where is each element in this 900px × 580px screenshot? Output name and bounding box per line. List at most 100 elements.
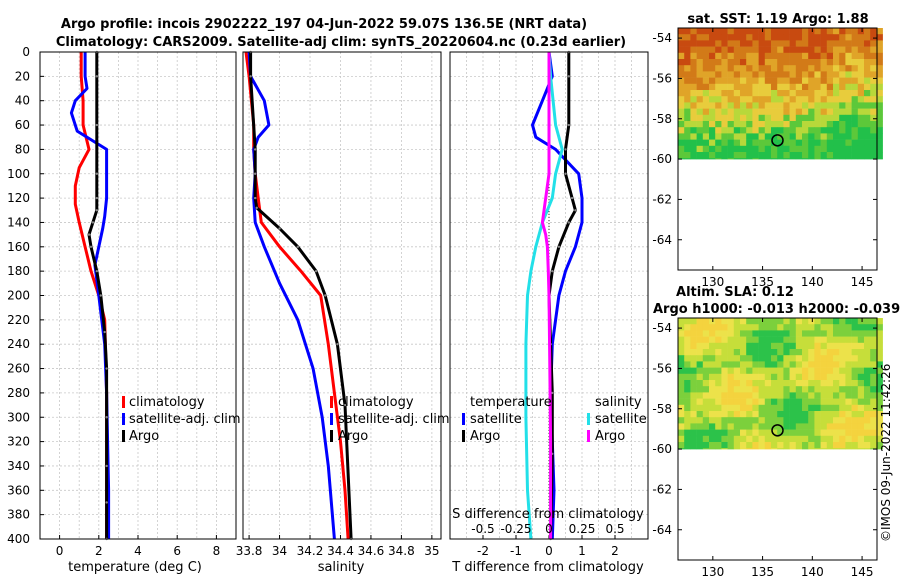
map-cell — [764, 145, 772, 153]
map-cell — [740, 355, 747, 362]
map-cell — [721, 77, 728, 85]
map-cell — [696, 65, 704, 72]
map-cell — [870, 77, 877, 85]
map-cell — [690, 330, 697, 337]
map-cell — [702, 114, 710, 122]
map-cell — [764, 71, 772, 78]
map-cell — [684, 121, 691, 128]
y-tick-label: 40 — [15, 94, 30, 108]
map-cell — [870, 108, 877, 116]
difference-xlabel: T difference from climatology — [451, 560, 644, 575]
map-cell — [851, 52, 859, 60]
map-cell — [678, 52, 685, 60]
map-cell — [727, 318, 735, 325]
map-cell — [758, 411, 766, 418]
map-cell — [795, 65, 803, 72]
map-cell — [783, 448, 790, 450]
map-cell — [826, 318, 834, 325]
map-cell — [715, 34, 722, 41]
map-cell — [721, 121, 728, 128]
map-cell — [833, 349, 840, 356]
temperature-legend: climatology satellite-adj. clim Argo — [122, 395, 241, 444]
map-cell — [795, 398, 803, 406]
argo-marker — [771, 424, 784, 437]
map-cell — [845, 411, 852, 418]
map-cell — [733, 139, 741, 147]
map-cell — [814, 367, 821, 375]
map-cell — [740, 133, 747, 140]
map-cell — [721, 59, 728, 66]
map-cell — [795, 349, 803, 356]
map-cell — [696, 34, 704, 41]
map-cell — [802, 349, 809, 356]
map-cell — [826, 367, 834, 375]
map-cell — [678, 34, 685, 41]
map-cell — [690, 349, 697, 356]
map-cell — [715, 392, 722, 399]
map-cell — [851, 96, 859, 103]
map-cell — [870, 324, 877, 331]
x-tick-label: 8 — [213, 544, 221, 558]
map-cell — [715, 417, 722, 424]
map-cell — [864, 77, 871, 85]
x-tick-label: 135 — [751, 565, 774, 579]
map-cell — [820, 355, 828, 362]
map-cell — [777, 392, 784, 399]
y-tick-label: -58 — [652, 402, 672, 416]
map-cell — [721, 355, 728, 362]
map-cell — [795, 330, 803, 337]
map-cell — [696, 77, 704, 85]
map-cell — [727, 336, 735, 344]
map-cell — [826, 448, 834, 450]
map-cell — [733, 355, 741, 362]
map-cell — [789, 398, 797, 406]
map-cell — [777, 71, 784, 78]
map-cell — [746, 330, 753, 337]
argo-point — [95, 123, 99, 127]
map-cell — [851, 404, 859, 412]
map-cell — [709, 158, 716, 160]
map-cell — [851, 411, 859, 418]
map-cell — [758, 127, 766, 134]
map-cell — [826, 442, 834, 449]
map-cell — [752, 133, 759, 140]
map-cell — [876, 108, 883, 116]
map-cell — [715, 71, 722, 78]
map-cell — [814, 349, 821, 356]
map-cell — [721, 324, 728, 331]
map-cell — [746, 90, 753, 97]
map-cell — [690, 145, 697, 153]
map-cell — [826, 102, 834, 109]
map-cell — [795, 392, 803, 399]
map-cell — [733, 336, 741, 344]
map-cell — [746, 398, 753, 406]
map-cell — [808, 435, 815, 443]
map-cell — [820, 133, 828, 140]
map-cell — [727, 59, 735, 66]
map-cell — [740, 40, 747, 47]
map-cell — [808, 448, 815, 450]
map-cell — [746, 373, 753, 381]
map-cell — [857, 373, 865, 381]
map-cell — [715, 448, 722, 450]
map-cell — [808, 127, 815, 134]
map-cell — [733, 417, 741, 424]
map-cell — [721, 380, 728, 387]
map-cell — [864, 59, 871, 66]
map-cell — [795, 96, 803, 103]
map-cell — [857, 435, 865, 443]
legend-climatology-label: climatology — [338, 395, 414, 410]
map-cell — [789, 59, 797, 66]
map-cell — [864, 448, 871, 450]
map-cell — [690, 361, 697, 368]
map-cell — [820, 139, 828, 147]
map-cell — [826, 46, 834, 54]
map-cell — [839, 127, 846, 134]
map-cell — [702, 77, 710, 85]
map-cell — [783, 342, 790, 350]
map-cell — [783, 373, 790, 381]
map-cell — [864, 40, 871, 47]
map-cell — [764, 417, 772, 424]
map-cell — [820, 411, 828, 418]
map-cell — [752, 90, 759, 97]
